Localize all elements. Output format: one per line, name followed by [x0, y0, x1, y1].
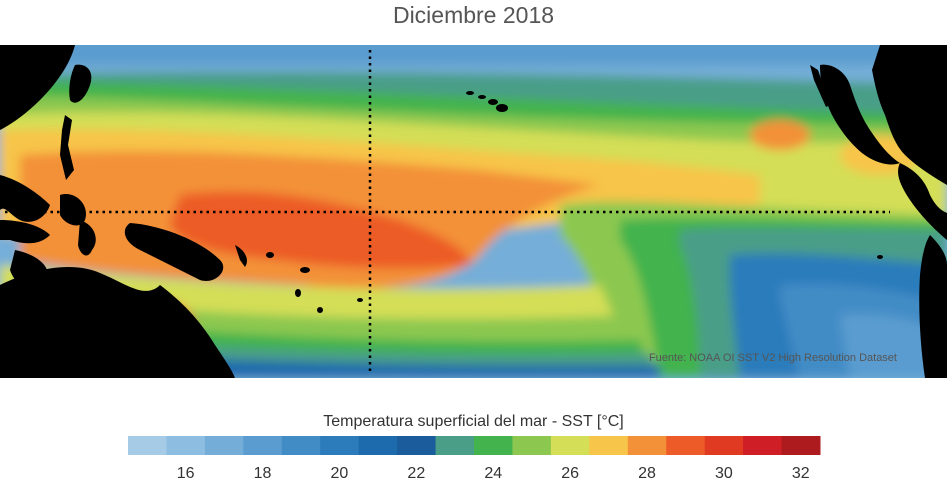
land-masses	[0, 45, 947, 378]
colorbar-swatch	[512, 436, 552, 455]
colorbar-swatch	[704, 436, 744, 455]
colorbar-swatch	[204, 436, 244, 455]
colorbar-swatches	[128, 436, 821, 455]
colorbar: 16 18 20 22 24 26 28 30 32	[128, 436, 821, 480]
colorbar-swatch	[550, 436, 590, 455]
colorbar-tick-label: 32	[792, 465, 810, 480]
map-title: Diciembre 2018	[392, 2, 555, 28]
colorbar-swatch	[435, 436, 475, 455]
colorbar-swatch	[281, 436, 321, 455]
colorbar-tick-label: 26	[561, 465, 579, 480]
colorbar-swatch	[666, 436, 706, 455]
colorbar-tick-label: 20	[331, 465, 349, 480]
colorbar-swatch	[397, 436, 437, 455]
colorbar-tick-label: 30	[715, 465, 733, 480]
colorbar-swatch	[166, 436, 206, 455]
colorbar-label: Temperatura superficial del mar - SST [°…	[323, 413, 624, 430]
colorbar-swatch	[243, 436, 283, 455]
colorbar-swatch	[743, 436, 783, 455]
colorbar-tick-label: 22	[407, 465, 425, 480]
sst-map: Fuente: NOAA OI SST V2 High Resolution D…	[0, 45, 947, 378]
colorbar-swatch	[627, 436, 667, 455]
colorbar-swatch	[128, 436, 167, 455]
colorbar-ticks: 16 18 20 22 24 26 28 30 32	[177, 465, 810, 480]
colorbar-swatch	[320, 436, 360, 455]
source-credit: Fuente: NOAA OI SST V2 High Resolution D…	[649, 352, 897, 364]
colorbar-tick-label: 16	[177, 465, 195, 480]
colorbar-swatch	[781, 436, 821, 455]
colorbar-tick-label: 24	[484, 465, 502, 480]
colorbar-tick-label: 28	[638, 465, 656, 480]
colorbar-tick-label: 18	[254, 465, 272, 480]
colorbar-swatch	[474, 436, 513, 455]
colorbar-swatch	[589, 436, 629, 455]
colorbar-swatch	[358, 436, 398, 455]
